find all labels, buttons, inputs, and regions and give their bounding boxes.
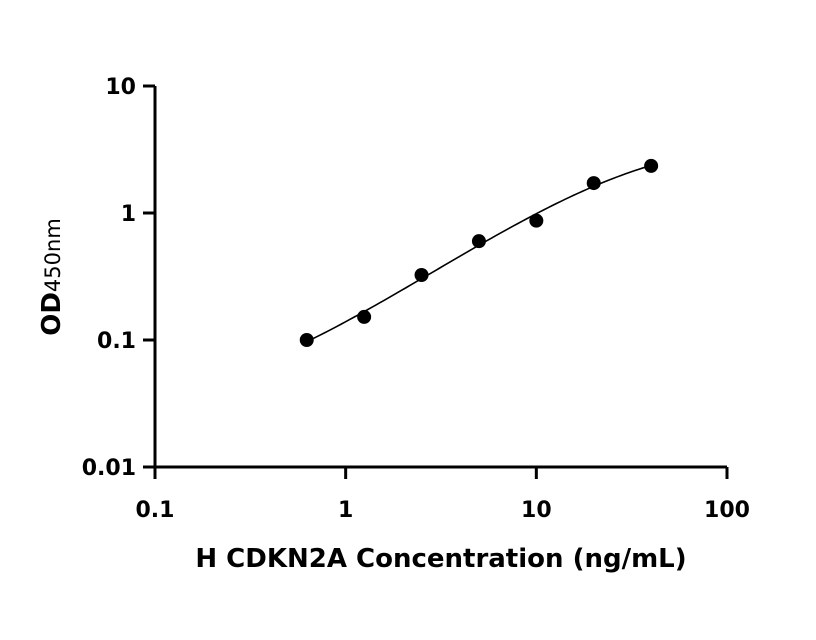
y-axis-title-main: OD <box>37 292 67 336</box>
x-tick-label-0: 0.1 <box>136 498 175 523</box>
data-point-4 <box>529 213 544 228</box>
y-ticks: 0.01 0.1 1 10 <box>82 75 155 481</box>
axes <box>153 86 727 469</box>
y-tick-label-3: 10 <box>105 75 136 100</box>
data-point-6 <box>644 158 659 173</box>
data-points <box>299 158 659 347</box>
y-axis-title-subscript: 450nm <box>41 218 65 292</box>
data-point-3 <box>471 234 486 249</box>
data-point-1 <box>357 309 372 324</box>
y-tick-label-2: 1 <box>121 202 136 227</box>
data-point-0 <box>299 333 314 347</box>
x-tick-label-3: 100 <box>704 498 750 523</box>
x-axis-title: H CDKN2A Concentration (ng/mL) <box>195 544 686 574</box>
x-tick-label-2: 10 <box>521 498 552 523</box>
y-axis-title: OD450nm <box>37 218 67 336</box>
y-tick-label-0: 0.01 <box>82 456 136 481</box>
x-ticks: 0.1 1 10 100 <box>136 467 750 523</box>
data-point-2 <box>414 267 429 282</box>
data-point-5 <box>586 176 601 191</box>
y-tick-label-1: 0.1 <box>97 329 136 354</box>
x-tick-label-1: 1 <box>338 498 353 523</box>
